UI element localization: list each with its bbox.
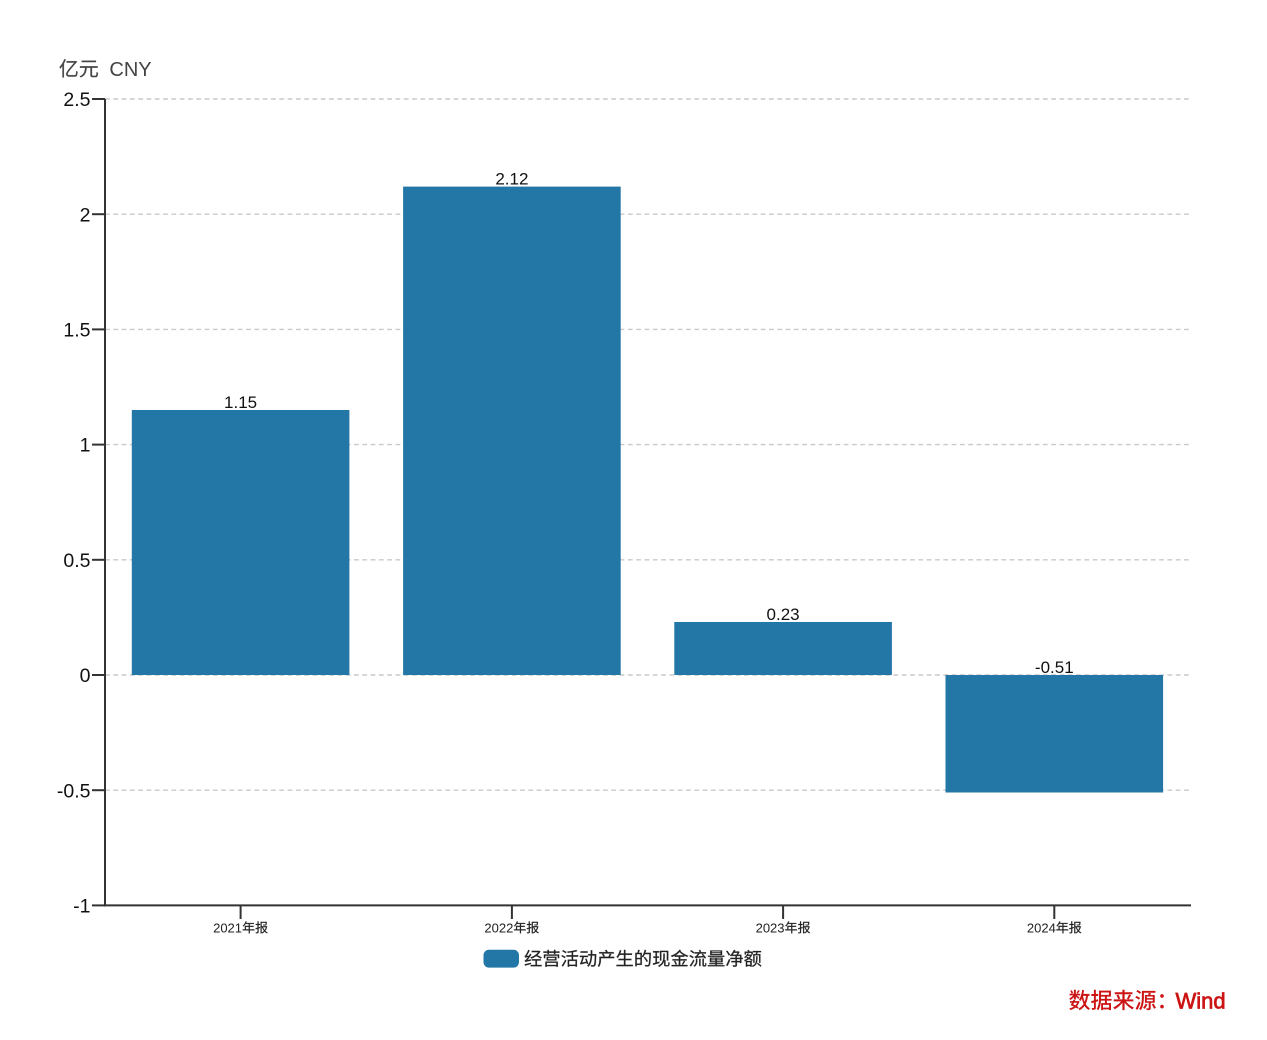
svg-text:0: 0 xyxy=(80,665,91,687)
svg-text:2022: 2022 xyxy=(484,920,513,935)
svg-text:-1: -1 xyxy=(73,896,90,918)
svg-text:-0.51: -0.51 xyxy=(1035,658,1074,677)
svg-text:2021: 2021 xyxy=(213,920,242,935)
svg-text:CNY: CNY xyxy=(109,59,151,81)
svg-text:1.5: 1.5 xyxy=(63,320,90,342)
svg-text:Wind: Wind xyxy=(1176,988,1226,1013)
svg-text:2023: 2023 xyxy=(756,920,785,935)
svg-text:-0.5: -0.5 xyxy=(57,780,91,802)
svg-text:2: 2 xyxy=(80,204,91,226)
svg-text:2.5: 2.5 xyxy=(63,89,90,111)
svg-text:1.15: 1.15 xyxy=(224,393,257,412)
svg-text:2024: 2024 xyxy=(1027,920,1056,935)
svg-text:0.23: 0.23 xyxy=(767,605,800,624)
svg-text:2.12: 2.12 xyxy=(495,170,528,189)
svg-text:1: 1 xyxy=(80,435,91,457)
svg-text:0.5: 0.5 xyxy=(63,550,90,572)
